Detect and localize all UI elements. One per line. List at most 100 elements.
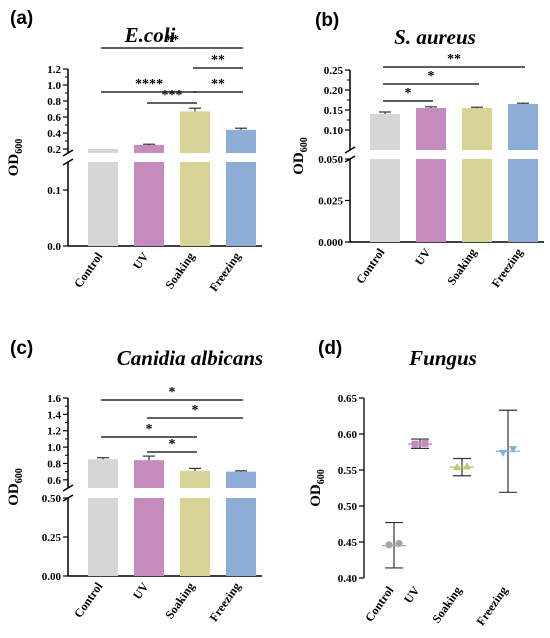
y-tick-label: 0.2 [47,144,61,156]
bar-upper-freezing [226,129,256,153]
y-tick-label: 0.0 [47,241,61,253]
category-label-control: Control [353,245,388,286]
panel-label: (b) [315,10,339,31]
bar-upper-freezing [226,471,256,488]
category-label-freezing: Freezing [207,580,244,624]
bar-lower-freezing [226,498,256,576]
y-tick-label: 0.50 [338,501,358,513]
y-tick-label: 0.6 [47,475,61,487]
bar-lower-soaking [462,159,492,242]
bar-upper-soaking [462,108,492,150]
significance-label: **** [135,77,163,92]
bar-upper-freezing [508,104,538,150]
bar-lower-control [370,159,400,242]
y-axis-label: OD600 [6,468,25,506]
y-tick-label: 0.10 [324,125,344,137]
data-point-uv [411,440,419,448]
significance-label: * [146,422,153,437]
data-point-freezing [499,449,507,457]
y-tick-label: 0.6 [47,112,61,124]
panel-b: (b) S. aureus 0.000 0.025 0.050 0.10 0.15 0.20 0… [291,10,544,290]
y-tick-label: 1.4 [47,409,61,421]
panel-label: (d) [318,338,342,359]
bar-lower-uv [416,159,446,242]
significance-label: * [428,69,435,84]
axis-break-mark [62,484,74,492]
category-label-soaking: Soaking [429,584,464,626]
y-tick-label: 0.25 [42,532,62,544]
y-tick-label: 0.65 [338,393,358,405]
y-tick-label: 0.1 [47,185,61,197]
significance-label: ** [211,53,225,68]
bar-lower-freezing [508,159,538,242]
category-label-freezing: Freezing [489,246,526,290]
significance-label: ** [211,77,225,92]
y-tick-label: 0.025 [318,196,343,208]
y-axis-label: OD600 [308,469,327,507]
category-label-uv: UV [130,579,152,602]
panel-title: S. aureus [394,25,476,49]
significance-label: ** [447,52,461,67]
y-tick-label: 0.050 [318,154,343,166]
axis-break-mark [344,146,356,154]
bar-upper-uv [134,460,164,488]
panel-title: E.coli [124,23,176,47]
y-tick-label: 0.15 [324,105,344,117]
y-tick-label: 1.2 [47,64,61,76]
panel-d: (d) Fungus 0.40 0.45 0.50 0.55 0.60 0.65 Control… [308,338,520,628]
bar-lower-soaking [180,162,210,246]
bar-lower-freezing [226,162,256,246]
y-tick-label: 0.50 [42,493,62,505]
data-point-control [395,539,403,548]
bar-lower-uv [134,162,164,246]
bar-lower-control [88,162,118,246]
data-point-freezing [509,446,517,454]
axis-break-mark [62,149,74,157]
significance-label: * [169,385,176,400]
data-point-control [385,541,393,549]
y-tick-label: 1.6 [47,393,61,405]
data-point-soaking [453,463,461,471]
y-tick-label: 0.8 [47,96,61,108]
bar-upper-control [370,114,400,150]
bar-upper-control [88,149,118,153]
panel-c: (c) Canidia albicans 0.00 0.25 0.50 0.6 0.8 1.0… [6,338,263,624]
y-tick-label: 1.2 [47,426,61,438]
category-label-control: Control [71,249,106,290]
y-tick-label: 0.20 [324,85,344,97]
axis-break-mark [62,158,74,166]
category-label-soaking: Soaking [444,246,479,288]
y-tick-label: 0.60 [338,429,358,441]
y-axis-label: OD600 [291,137,310,175]
y-tick-label: 0.55 [338,465,358,477]
category-label-control: Control [71,579,106,620]
bar-upper-soaking [180,470,210,488]
y-tick-label: 1.0 [47,80,61,92]
y-tick-label: 0.4 [47,128,61,140]
category-label-uv: UV [130,249,152,272]
y-tick-label: 0.00 [42,571,62,583]
bar-lower-uv [134,498,164,576]
bar-upper-uv [416,108,446,150]
panel-label: (a) [10,8,33,29]
bar-lower-soaking [180,498,210,576]
significance-label: * [405,86,412,101]
y-tick-label: 0.45 [338,537,358,549]
significance-label: * [192,403,199,418]
significance-label: * [169,437,176,452]
panel-a: (a)E.coli0.00.10.20.40.60.81.01.2*******… [6,8,262,294]
y-tick-label: 0.000 [318,237,343,249]
category-label-control: Control [362,583,397,624]
y-tick-label: 1.0 [47,442,61,454]
significance-label: ** [165,33,179,48]
category-label-soaking: Soaking [162,250,197,292]
category-label-uv: UV [401,583,423,606]
y-tick-label: 0.40 [338,573,358,585]
y-axis-label: OD600 [6,139,25,177]
category-label-uv: UV [412,245,434,268]
significance-label: *** [162,88,183,103]
panel-title: Canidia albicans [117,346,263,370]
data-point-soaking [463,462,471,470]
bar-upper-uv [134,145,164,153]
